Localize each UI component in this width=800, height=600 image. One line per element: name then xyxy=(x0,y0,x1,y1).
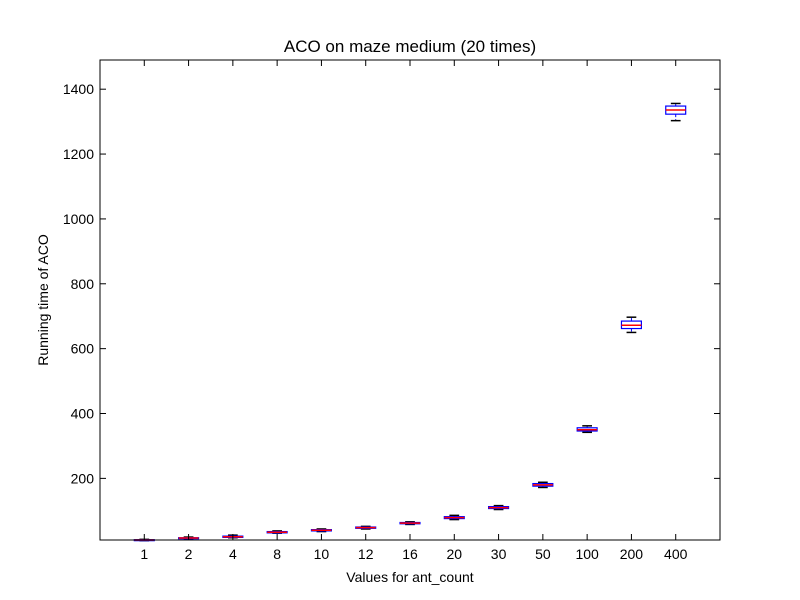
chart-title: ACO on maze medium (20 times) xyxy=(284,37,536,56)
x-axis-label: Values for ant_count xyxy=(346,569,473,585)
y-tick-label: 400 xyxy=(71,406,95,422)
x-tick-label: 12 xyxy=(358,546,374,562)
box-100 xyxy=(576,425,598,434)
x-tick-label: 50 xyxy=(535,546,551,562)
x-tick-label: 100 xyxy=(575,546,599,562)
box-400 xyxy=(665,102,687,122)
x-tick-label: 20 xyxy=(446,546,462,562)
x-tick-label: 400 xyxy=(664,546,688,562)
box-30 xyxy=(488,504,510,511)
box-16 xyxy=(399,521,421,526)
x-tick-label: 2 xyxy=(185,546,193,562)
box-10 xyxy=(310,528,332,533)
y-axis-label: Running time of ACO xyxy=(35,234,51,366)
y-tick-label: 200 xyxy=(71,470,95,486)
y-tick-label: 600 xyxy=(71,341,95,357)
plot-frame xyxy=(99,59,721,541)
box-20 xyxy=(443,514,465,521)
y-tick-label: 1400 xyxy=(63,81,94,97)
x-tick-label: 30 xyxy=(491,546,507,562)
box-200 xyxy=(620,316,642,334)
y-tick-label: 800 xyxy=(71,276,95,292)
x-tick-label: 200 xyxy=(620,546,644,562)
x-tick-label: 4 xyxy=(229,546,237,562)
x-tick-label: 16 xyxy=(402,546,418,562)
y-tick-label: 1000 xyxy=(63,211,94,227)
box-12 xyxy=(355,525,377,530)
box-50 xyxy=(532,481,554,489)
box-8 xyxy=(266,530,288,534)
x-tick-label: 8 xyxy=(273,546,281,562)
x-tick-label: 1 xyxy=(140,546,148,562)
x-tick-label: 10 xyxy=(314,546,330,562)
y-tick-label: 1200 xyxy=(63,146,94,162)
